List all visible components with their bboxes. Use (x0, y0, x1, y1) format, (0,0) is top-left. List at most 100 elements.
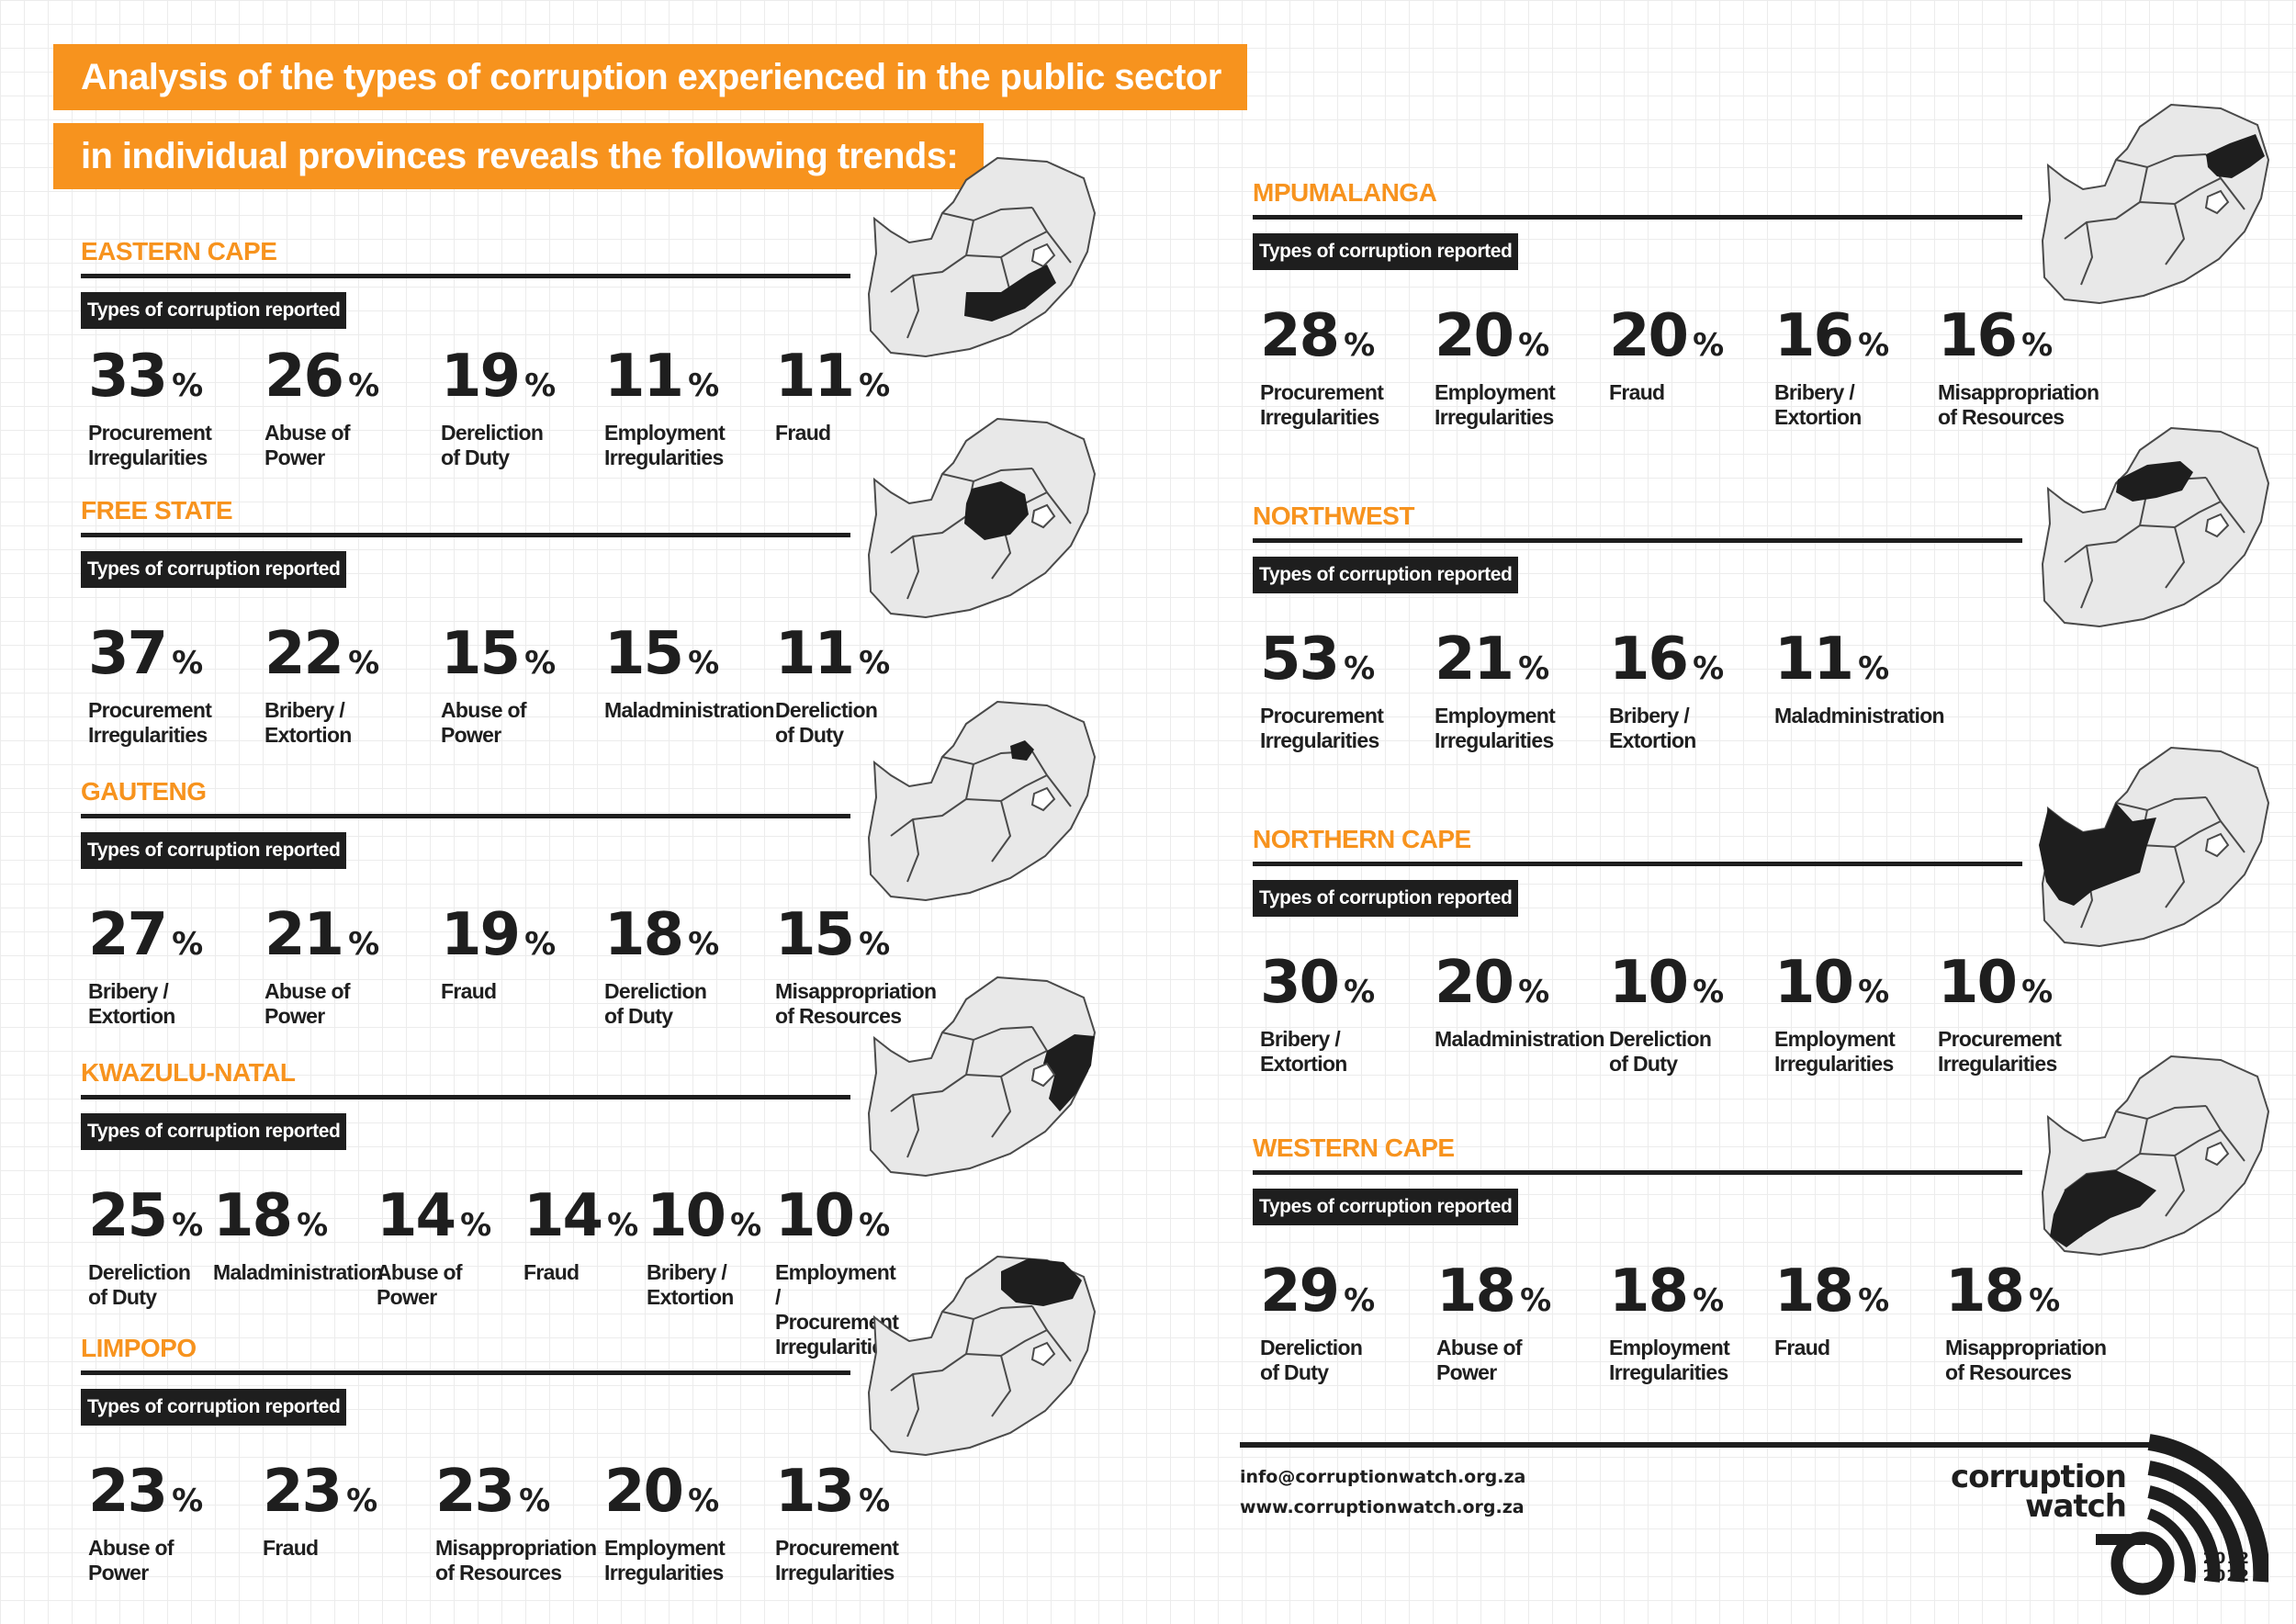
map-south-africa-limpopo (863, 1253, 1102, 1459)
stat-value: 30 (1260, 949, 1340, 1017)
footer-email[interactable]: info@corruptionwatch.org.za (1240, 1467, 1526, 1487)
stat-value: 18 (1945, 1257, 2025, 1325)
highlighted-province-shape (2039, 803, 2156, 906)
stat-item: 11% Fraud (775, 347, 890, 445)
stat-item: 10% Dereliction of Duty (1609, 953, 1724, 1077)
stat-item: 16% Bribery / Extortion (1774, 307, 1889, 430)
section-divider (1253, 538, 2022, 543)
stat-label: Employment Irregularities (1774, 1027, 1896, 1076)
stat-value: 19 (441, 901, 521, 969)
stat-value: 10 (1938, 949, 2018, 1017)
percent-sign: % (1693, 650, 1725, 687)
percent-sign: % (1344, 1282, 1376, 1319)
percent-sign: % (859, 367, 891, 404)
stat-item: 19% Dereliction of Duty (441, 347, 556, 470)
percent-sign: % (172, 645, 204, 682)
percent-sign: % (730, 1207, 762, 1244)
logo-signal-icon (2096, 1434, 2268, 1596)
logo-year-start: 2012 (2202, 1550, 2250, 1568)
stat-label: Abuse of Power (88, 1536, 174, 1585)
percent-sign: % (524, 367, 557, 404)
stat-label: Procurement Irregularities (1260, 380, 1384, 429)
stat-item: 11% Dereliction of Duty (775, 625, 890, 748)
stat-item: 15% Maladministration (604, 625, 775, 723)
section-divider (81, 1370, 850, 1375)
stat-value: 11 (775, 620, 855, 688)
stat-label: Misappropriation of Resources (435, 1536, 597, 1585)
map-south-africa-northwest (2037, 424, 2276, 630)
stat-value: 22 (264, 620, 344, 688)
stat-item: 20% Maladministration (1435, 953, 1605, 1052)
stat-value: 20 (1435, 949, 1514, 1017)
percent-sign: % (1344, 974, 1376, 1010)
section-divider (1253, 862, 2022, 866)
percent-sign: % (1520, 1282, 1552, 1319)
stat-value: 15 (775, 901, 855, 969)
types-label: Types of corruption reported (81, 551, 347, 588)
stat-item: 23% Fraud (263, 1462, 377, 1561)
percent-sign: % (607, 1207, 639, 1244)
lesotho-shape (1030, 1062, 1056, 1088)
stat-item: 10% Procurement Irregularities (1938, 953, 2062, 1077)
section-divider (81, 1095, 850, 1100)
footer-website[interactable]: www.corruptionwatch.org.za (1240, 1497, 1525, 1517)
stat-label: Bribery / Extortion (647, 1260, 734, 1309)
percent-sign: % (688, 645, 720, 682)
stat-label: Dereliction of Duty (1609, 1027, 1712, 1076)
stat-item: 20% Employment Irregularities (1435, 307, 1556, 430)
types-label: Types of corruption reported (1253, 557, 1519, 593)
stat-item: 30% Bribery / Extortion (1260, 953, 1375, 1077)
stat-item: 26% Abuse of Power (264, 347, 379, 470)
types-label: Types of corruption reported (81, 1389, 347, 1426)
stat-value: 20 (604, 1458, 684, 1526)
stat-value: 14 (523, 1182, 603, 1250)
section-divider (1253, 1170, 2022, 1175)
map-south-africa-free-state (863, 415, 1102, 621)
stat-label: Abuse of Power (264, 979, 350, 1028)
stat-label: Bribery / Extortion (264, 698, 352, 747)
highlighted-province-shape (2206, 134, 2265, 178)
percent-sign: % (1518, 650, 1550, 687)
logo-line-1: corruption (1950, 1459, 2127, 1495)
percent-sign: % (346, 1483, 378, 1519)
stat-value: 21 (264, 901, 344, 969)
highlighted-province-shape (964, 265, 1056, 321)
stat-label: Procurement Irregularities (88, 421, 212, 469)
stat-item: 11% Maladministration (1774, 630, 1945, 728)
highlighted-province-shape (964, 481, 1029, 540)
stat-label: Bribery / Extortion (1774, 380, 1862, 429)
percent-sign: % (688, 926, 720, 963)
stat-value: 10 (1609, 949, 1689, 1017)
stat-label: Employment Irregularities (1609, 1336, 1730, 1384)
stat-value: 11 (604, 343, 684, 411)
stat-value: 18 (604, 901, 684, 969)
stat-label: Abuse of Power (264, 421, 350, 469)
stat-label: Fraud (775, 421, 831, 445)
stat-label: Abuse of Power (1436, 1336, 1522, 1384)
stat-label: Misappropriation of Resources (775, 979, 937, 1028)
header-line-1: Analysis of the types of corruption expe… (53, 44, 1247, 110)
stat-item: 10% Employment Irregularities (1774, 953, 1896, 1077)
highlighted-province-shape (1043, 1034, 1095, 1111)
percent-sign: % (1858, 650, 1890, 687)
stat-item: 11% Employment Irregularities (604, 347, 726, 470)
stat-label: Bribery / Extortion (1609, 704, 1696, 752)
highlighted-province-shape (2050, 1170, 2156, 1247)
stat-value: 11 (775, 343, 855, 411)
percent-sign: % (859, 645, 891, 682)
stat-value: 11 (1774, 626, 1854, 694)
stat-item: 15% Abuse of Power (441, 625, 556, 748)
stat-label: Procurement Irregularities (775, 1536, 899, 1585)
lesotho-shape (1030, 503, 1056, 529)
stat-item: 18% Maladministration (213, 1187, 384, 1285)
stat-label: Fraud (441, 979, 497, 1003)
stat-label: Procurement Irregularities (88, 698, 212, 747)
stat-item: 23% Abuse of Power (88, 1462, 203, 1585)
percent-sign: % (524, 645, 557, 682)
stat-item: 22% Bribery / Extortion (264, 625, 379, 748)
stat-label: Misappropriation of Resources (1938, 380, 2099, 429)
province-name: MPUMALANGA (1253, 178, 1437, 207)
stat-value: 21 (1435, 626, 1514, 694)
stat-item: 21% Abuse of Power (264, 906, 379, 1029)
stat-label: Dereliction of Duty (88, 1260, 191, 1309)
